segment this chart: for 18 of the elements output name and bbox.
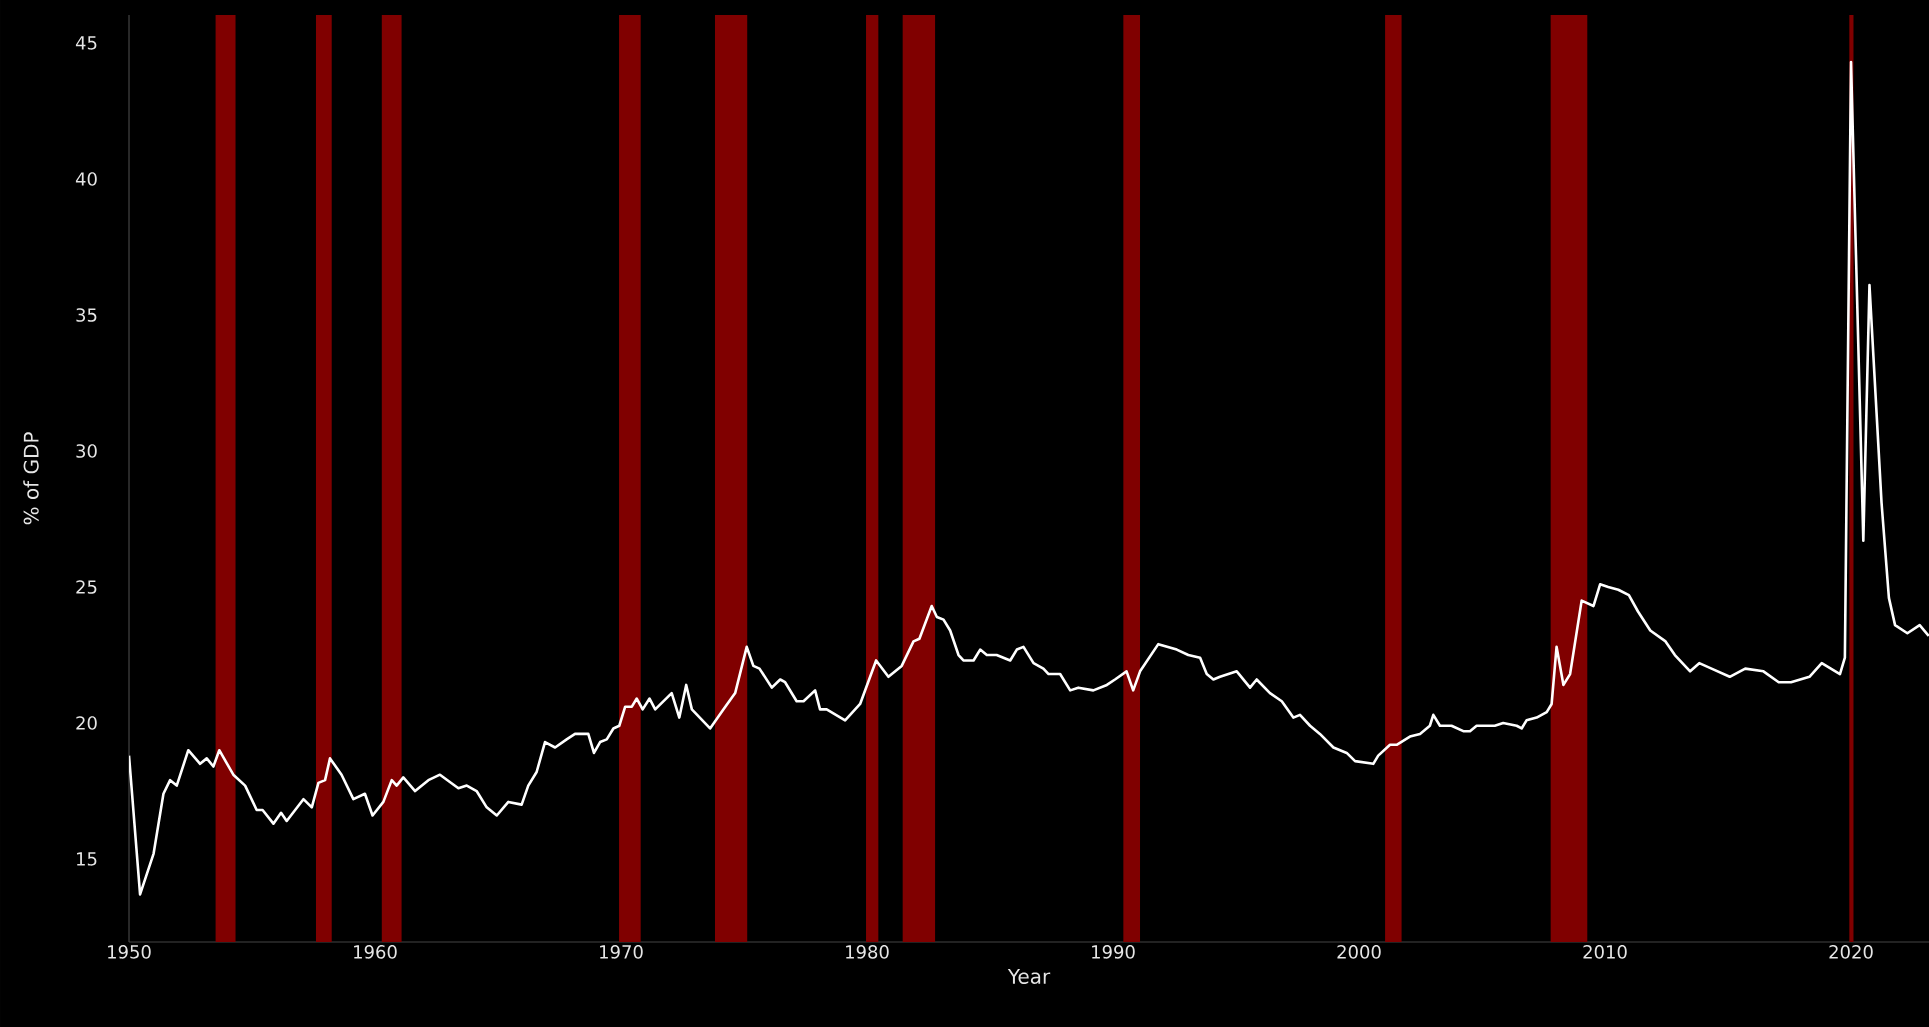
y-tick-label: 25 [76,580,97,594]
y-tick-label: 45 [75,36,97,50]
y-tick-label: 35 [76,308,97,322]
x-tick-label: 1980 [846,945,889,959]
x-tick-label: 1970 [600,945,643,959]
y-tick-label: 30 [76,444,97,458]
x-tick-label: 1990 [1092,945,1135,959]
x-tick-label: 2000 [1337,945,1381,959]
x-axis-title: Year [1007,969,1051,984]
y-tick-label: 20 [76,716,97,730]
y-axis-title: % of GDP [23,432,39,525]
x-tick-label: 1950 [108,945,151,959]
line-series [129,60,1929,896]
x-tick-label: 1960 [354,945,397,959]
x-tick-label: 2020 [1829,945,1873,959]
y-tick-label: 15 [77,852,97,866]
x-tick-label: 2010 [1583,945,1627,959]
y-tick-label: 40 [75,172,97,186]
